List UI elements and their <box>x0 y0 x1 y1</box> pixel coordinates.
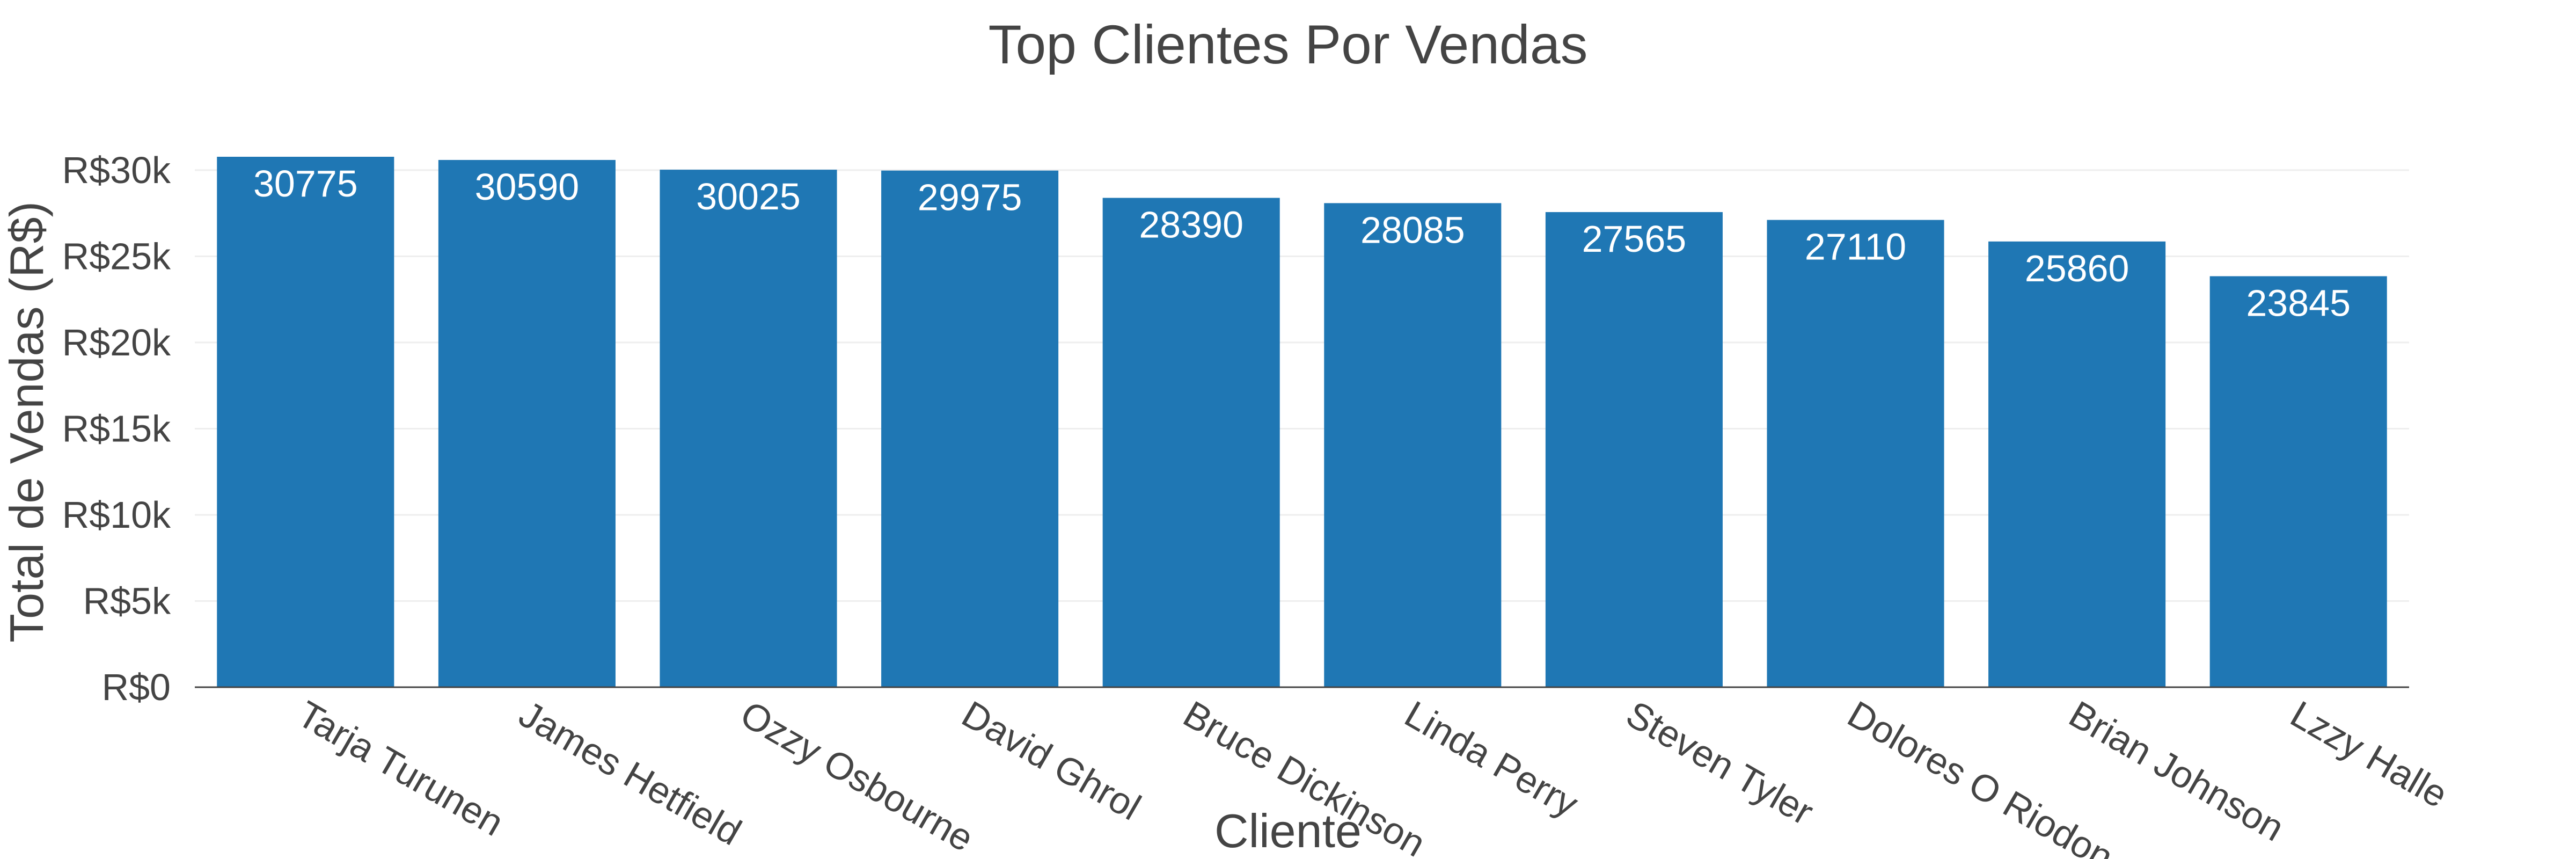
bar-value-label: 27110 <box>1805 226 1906 268</box>
bars <box>217 157 2387 688</box>
bar-value-label: 29975 <box>918 177 1022 219</box>
bar-value-label: 30590 <box>475 166 580 208</box>
bar <box>438 159 616 688</box>
bar <box>1988 241 2166 687</box>
bar <box>1324 203 1502 687</box>
bar-value-label: 27565 <box>1582 218 1687 260</box>
x-axis-title: Cliente <box>1214 804 1362 857</box>
bar <box>2209 276 2387 687</box>
x-tick-label: Ozzy Osbourne <box>734 693 980 859</box>
y-tick-label: R$30k <box>62 149 171 191</box>
bar-value-label: 30025 <box>696 176 801 217</box>
chart-title: Top Clientes Por Vendas <box>988 14 1587 75</box>
x-tick-label: James Hetfield <box>512 693 748 853</box>
x-tick-label: Lzzy Halle <box>2284 693 2455 816</box>
y-tick-label: R$15k <box>62 407 171 449</box>
bar-value-label: 30775 <box>253 163 358 205</box>
x-tick-label: Steven Tyler <box>1619 693 1820 833</box>
x-tick-label: Linda Perry <box>1398 693 1585 825</box>
bar <box>1545 212 1723 687</box>
y-tick-label: R$10k <box>62 494 171 536</box>
y-tick-label: R$0 <box>102 666 171 708</box>
x-tick-label: Brian Johnson <box>2062 693 2292 849</box>
y-axis-ticks: R$0 R$5k R$10k R$15k R$20k R$25k R$30k <box>62 149 171 708</box>
bar-value-label: 23845 <box>2246 282 2351 324</box>
bar <box>1767 220 1944 687</box>
bar-value-label: 28085 <box>1360 209 1465 251</box>
bar <box>881 170 1059 687</box>
y-tick-label: R$5k <box>83 580 171 622</box>
y-axis-title: Total de Vendas (R$) <box>0 201 53 643</box>
y-tick-label: R$20k <box>62 322 171 363</box>
bar <box>217 157 394 687</box>
data-labels: 30775 30590 30025 29975 28390 28085 27565 27110… <box>253 163 2351 324</box>
x-tick-label: Tarja Turunen <box>291 693 511 844</box>
y-tick-label: R$25k <box>62 235 171 277</box>
bar <box>1102 198 1280 687</box>
bar-value-label: 25860 <box>2025 247 2129 289</box>
bar <box>660 170 837 687</box>
x-tick-label: David Ghrol <box>955 693 1148 828</box>
bar-value-label: 28390 <box>1139 204 1243 246</box>
